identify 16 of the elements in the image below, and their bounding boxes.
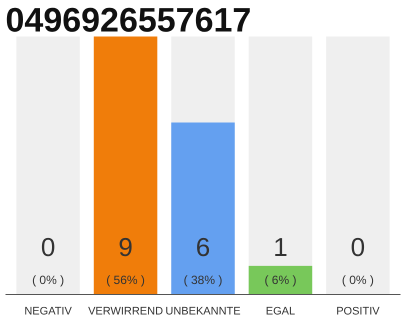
annotation: ( 0% ) (342, 272, 374, 287)
x-tick-label: NEGATIV (24, 306, 72, 318)
data-label: 0 (40, 232, 56, 262)
x-tick-label: EGAL (266, 306, 296, 318)
x-tick-label: UNBEKANNTE (165, 306, 241, 318)
annotation: ( 56% ) (106, 272, 145, 287)
data-label: 6 (196, 232, 210, 262)
data-label: 9 (118, 232, 133, 262)
annotation: ( 6% ) (264, 272, 296, 287)
x-tick-label: POSITIV (336, 306, 380, 318)
x-tick-label: VERWIRREND (88, 306, 164, 318)
annotation: ( 0% ) (32, 272, 64, 287)
data-label: 0 (350, 232, 366, 262)
chart-title: 0496926557617 (6, 2, 252, 40)
data-label: 1 (273, 232, 288, 262)
annotation: ( 38% ) (184, 272, 222, 287)
